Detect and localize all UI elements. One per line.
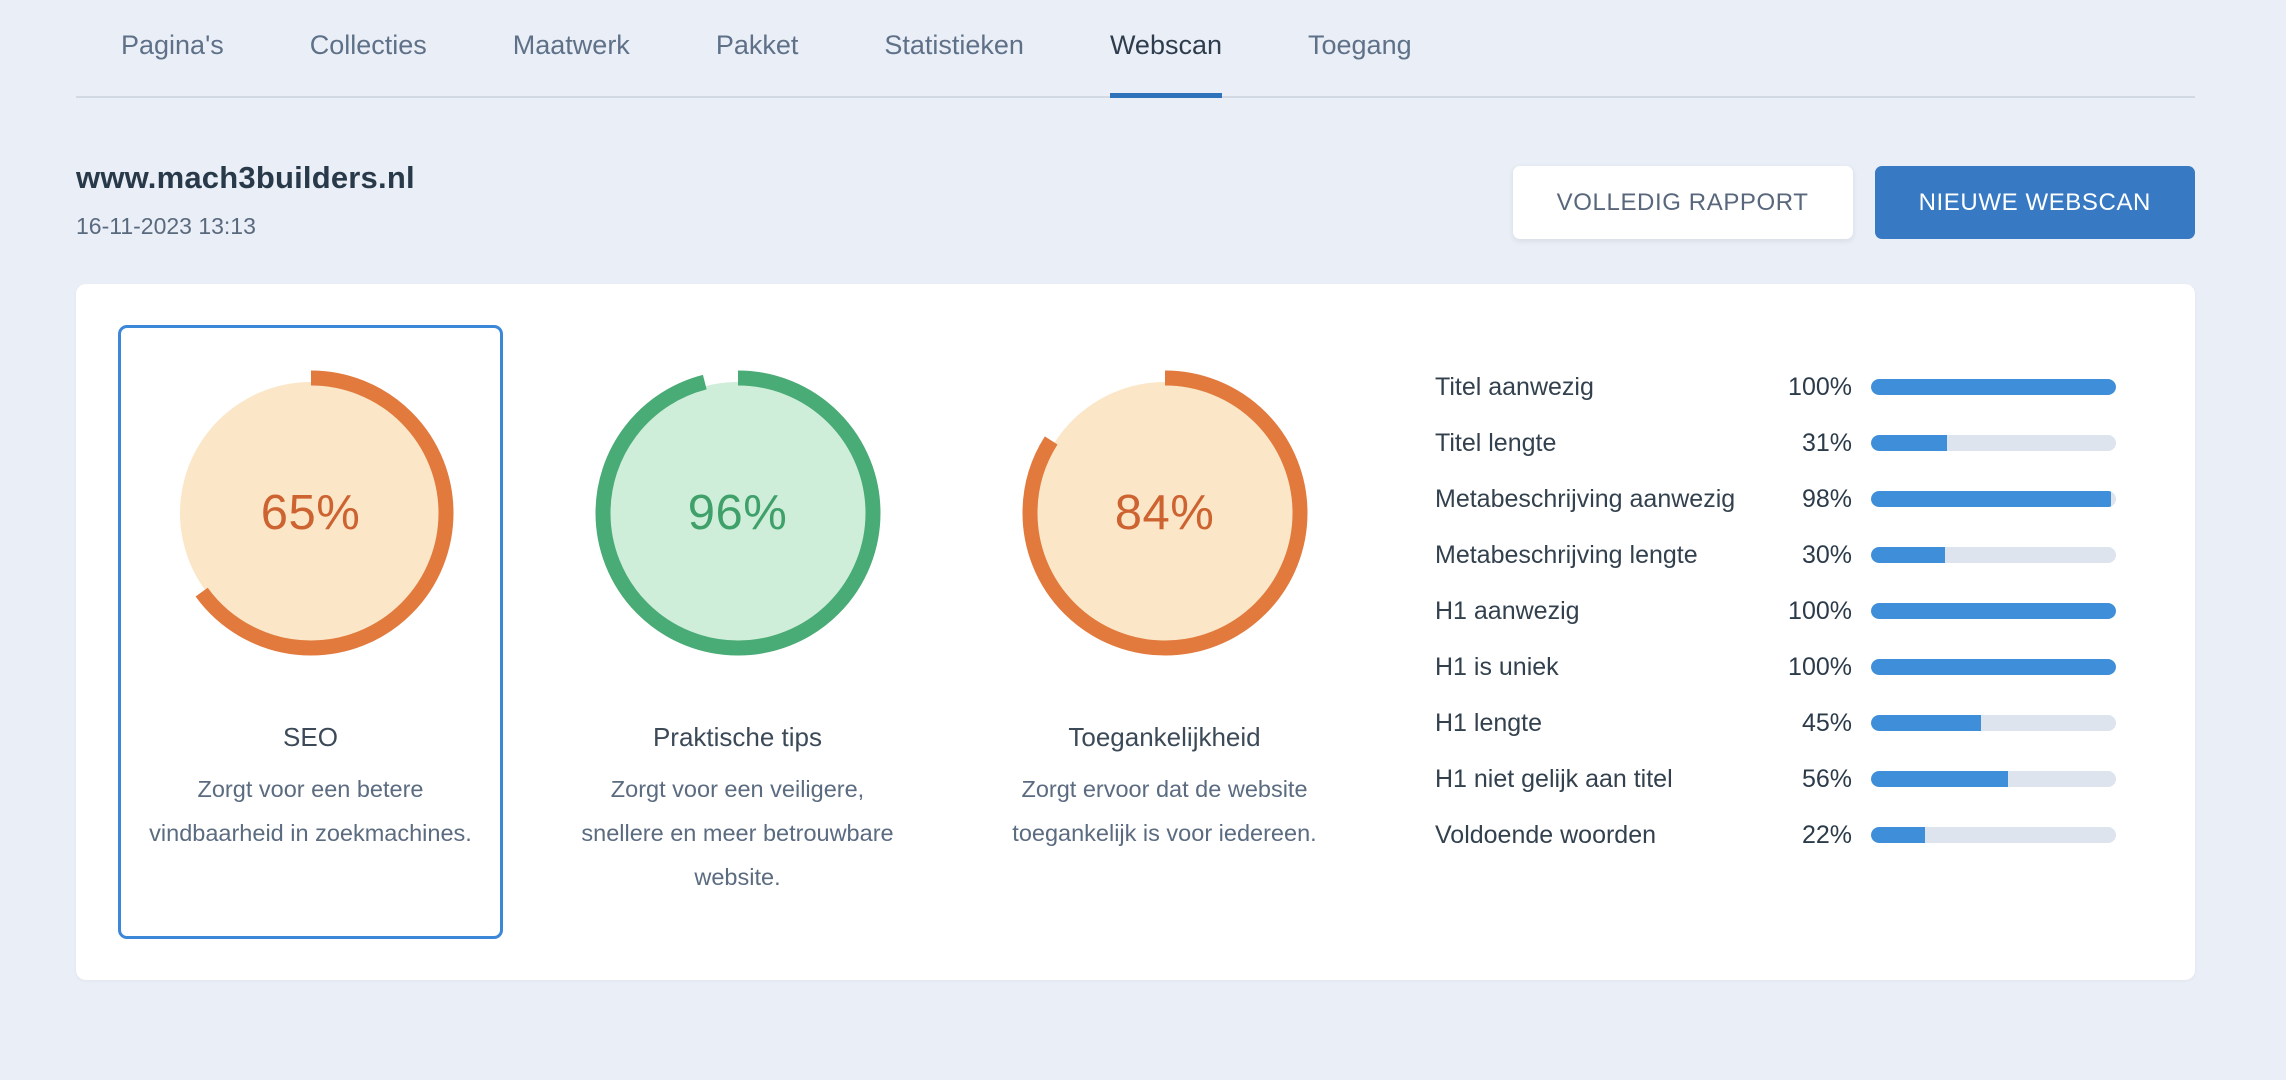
metric-row-h1-is-uniek: H1 is uniek 100% [1435,651,2116,683]
metric-row-voldoende-woorden: Voldoende woorden 22% [1435,819,2116,851]
metric-label: Metabeschrijving aanwezig [1435,484,1736,513]
praktische-tips-title: Praktische tips [652,722,823,752]
metric-label: H1 niet gelijk aan titel [1435,764,1673,793]
scan-header: www.mach3builders.nl 16-11-2023 13:13 VO… [76,160,2195,240]
metric-progress-bar [1871,659,2116,675]
metric-row-metabeschrijving-aanwezig: Metabeschrijving aanwezig 98% [1435,483,2116,515]
tab-maatwerk[interactable]: Maatwerk [512,30,630,60]
scan-header-text: www.mach3builders.nl 16-11-2023 13:13 [76,160,415,240]
toegankelijkheid-title: Toegankelijkheid [1068,722,1261,752]
metric-percentage: 22% [1801,820,1852,849]
tab-webscan[interactable]: Webscan [1109,30,1222,98]
seo-score-ring: 65% [168,370,454,656]
seo-metrics-list: Titel aanwezig 100% Titel lengte 31% Met… [1435,371,2116,875]
metric-progress-bar [1871,379,2116,395]
metric-row-h1-niet-gelijk-aan-titel: H1 niet gelijk aan titel 56% [1435,763,2116,795]
praktische-tips-score-value: 96% [687,486,788,540]
metric-row-titel-aanwezig: Titel aanwezig 100% [1435,371,2116,403]
tab-toegang[interactable]: Toegang [1308,30,1412,60]
metric-row-titel-lengte: Titel lengte 31% [1435,427,2116,459]
new-webscan-button[interactable]: NIEUWE WEBSCAN [1874,166,2195,239]
metric-progress-bar [1871,715,2116,731]
praktische-tips-score-ring: 96% [595,370,881,656]
metric-percentage: 100% [1788,652,1852,681]
metric-progress-bar [1871,491,2116,507]
header-actions: VOLLEDIG RAPPORT NIEUWE WEBSCAN [1512,166,2195,239]
metric-label: H1 aanwezig [1435,596,1580,625]
gauge-card-toegankelijkheid[interactable]: 84% Toegankelijkheid Zorgt ervoor dat de… [972,325,1357,939]
tab-statistieken[interactable]: Statistieken [884,30,1024,60]
metric-percentage: 56% [1801,764,1852,793]
site-title: www.mach3builders.nl [76,160,415,195]
metric-percentage: 30% [1801,540,1852,569]
metric-row-h1-aanwezig: H1 aanwezig 100% [1435,595,2116,627]
tab-bar: Pagina's Collecties Maatwerk Pakket Stat… [76,0,2195,98]
full-report-button[interactable]: VOLLEDIG RAPPORT [1512,166,1853,239]
metric-progress-bar [1871,771,2116,787]
praktische-tips-description: Zorgt voor een veiligere, snellere en me… [581,776,894,890]
toegankelijkheid-score-value: 84% [1114,486,1215,540]
metric-percentage: 45% [1801,708,1852,737]
metric-label: Titel aanwezig [1435,372,1594,401]
toegankelijkheid-score-ring: 84% [1022,370,1308,656]
metric-progress-bar [1871,547,2116,563]
metric-percentage: 100% [1788,372,1852,401]
toegankelijkheid-description: Zorgt ervoor dat de website toegankelijk… [1012,776,1317,846]
metric-label: H1 lengte [1435,708,1543,737]
metric-percentage: 100% [1788,596,1852,625]
tab-paginas[interactable]: Pagina's [121,30,224,60]
metric-label: H1 is uniek [1435,652,1559,681]
tab-collecties[interactable]: Collecties [309,30,427,60]
gauge-card-seo[interactable]: 65% SEO Zorgt voor een betere vindbaarhe… [118,325,503,939]
seo-description: Zorgt voor een betere vindbaarheid in zo… [149,776,472,846]
metric-label: Voldoende woorden [1435,820,1657,849]
seo-title: SEO [283,722,338,752]
metric-row-h1-lengte: H1 lengte 45% [1435,707,2116,739]
metric-progress-bar [1871,435,2116,451]
tab-pakket[interactable]: Pakket [715,30,799,60]
page-content: Pagina's Collecties Maatwerk Pakket Stat… [76,0,2195,980]
metric-row-metabeschrijving-lengte: Metabeschrijving lengte 30% [1435,539,2116,571]
seo-score-value: 65% [260,486,361,540]
scan-date: 16-11-2023 13:13 [76,213,256,239]
metric-label: Titel lengte [1435,428,1557,457]
metric-label: Metabeschrijving lengte [1435,540,1698,569]
metric-progress-bar [1871,603,2116,619]
gauge-card-praktische-tips[interactable]: 96% Praktische tips Zorgt voor een veili… [545,325,930,939]
webscan-results-card: 65% SEO Zorgt voor een betere vindbaarhe… [76,284,2195,980]
metric-progress-bar [1871,827,2116,843]
metric-percentage: 98% [1801,484,1852,513]
metric-percentage: 31% [1801,428,1852,457]
